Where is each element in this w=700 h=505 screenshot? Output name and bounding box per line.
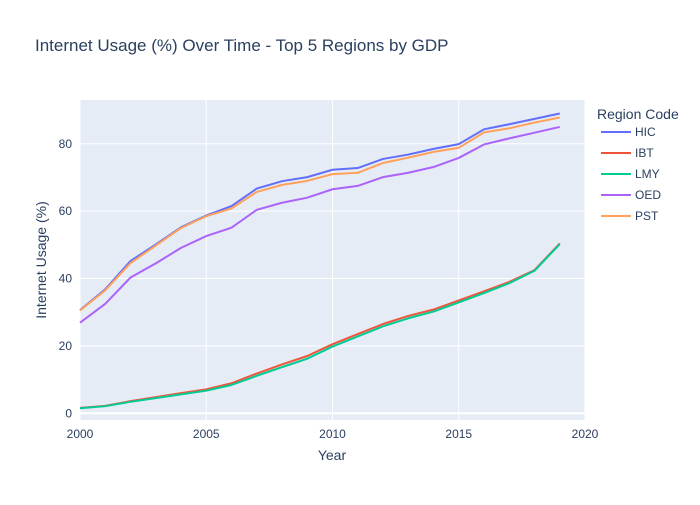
y-tick-label: 60 xyxy=(59,204,73,218)
series-lines xyxy=(79,112,561,410)
chart-title: Internet Usage (%) Over Time - Top 5 Reg… xyxy=(35,36,449,55)
series-line-lmy xyxy=(79,243,561,410)
legend-title: Region Code xyxy=(597,106,679,122)
x-axis-ticks: 2000 2005 2010 2015 2020 xyxy=(67,427,599,441)
legend-label-oed: OED xyxy=(635,188,661,202)
x-tick-label: 2000 xyxy=(67,427,94,441)
legend-label-lmy: LMY xyxy=(635,167,660,181)
grid-lines xyxy=(79,100,586,420)
legend: Region Code HIC IBT LMY OED PST xyxy=(597,106,679,223)
x-tick-label: 2015 xyxy=(445,427,472,441)
series-line-ibt xyxy=(79,242,561,409)
x-tick-label: 2020 xyxy=(572,427,599,441)
y-axis-ticks: 0 20 40 60 80 xyxy=(59,137,73,420)
y-tick-label: 20 xyxy=(59,339,73,353)
y-tick-label: 40 xyxy=(59,272,73,286)
x-tick-label: 2005 xyxy=(193,427,220,441)
x-tick-label: 2010 xyxy=(319,427,346,441)
legend-label-hic: HIC xyxy=(635,125,656,139)
legend-items: HIC IBT LMY OED PST xyxy=(601,125,661,223)
y-axis-label: Internet Usage (%) xyxy=(33,201,49,319)
legend-label-ibt: IBT xyxy=(635,146,654,160)
legend-label-pst: PST xyxy=(635,209,659,223)
y-tick-label: 80 xyxy=(59,137,73,151)
x-axis-label: Year xyxy=(318,447,347,463)
series-line-pst xyxy=(79,116,560,312)
y-tick-label: 0 xyxy=(65,406,72,420)
series-line-oed xyxy=(79,125,560,324)
